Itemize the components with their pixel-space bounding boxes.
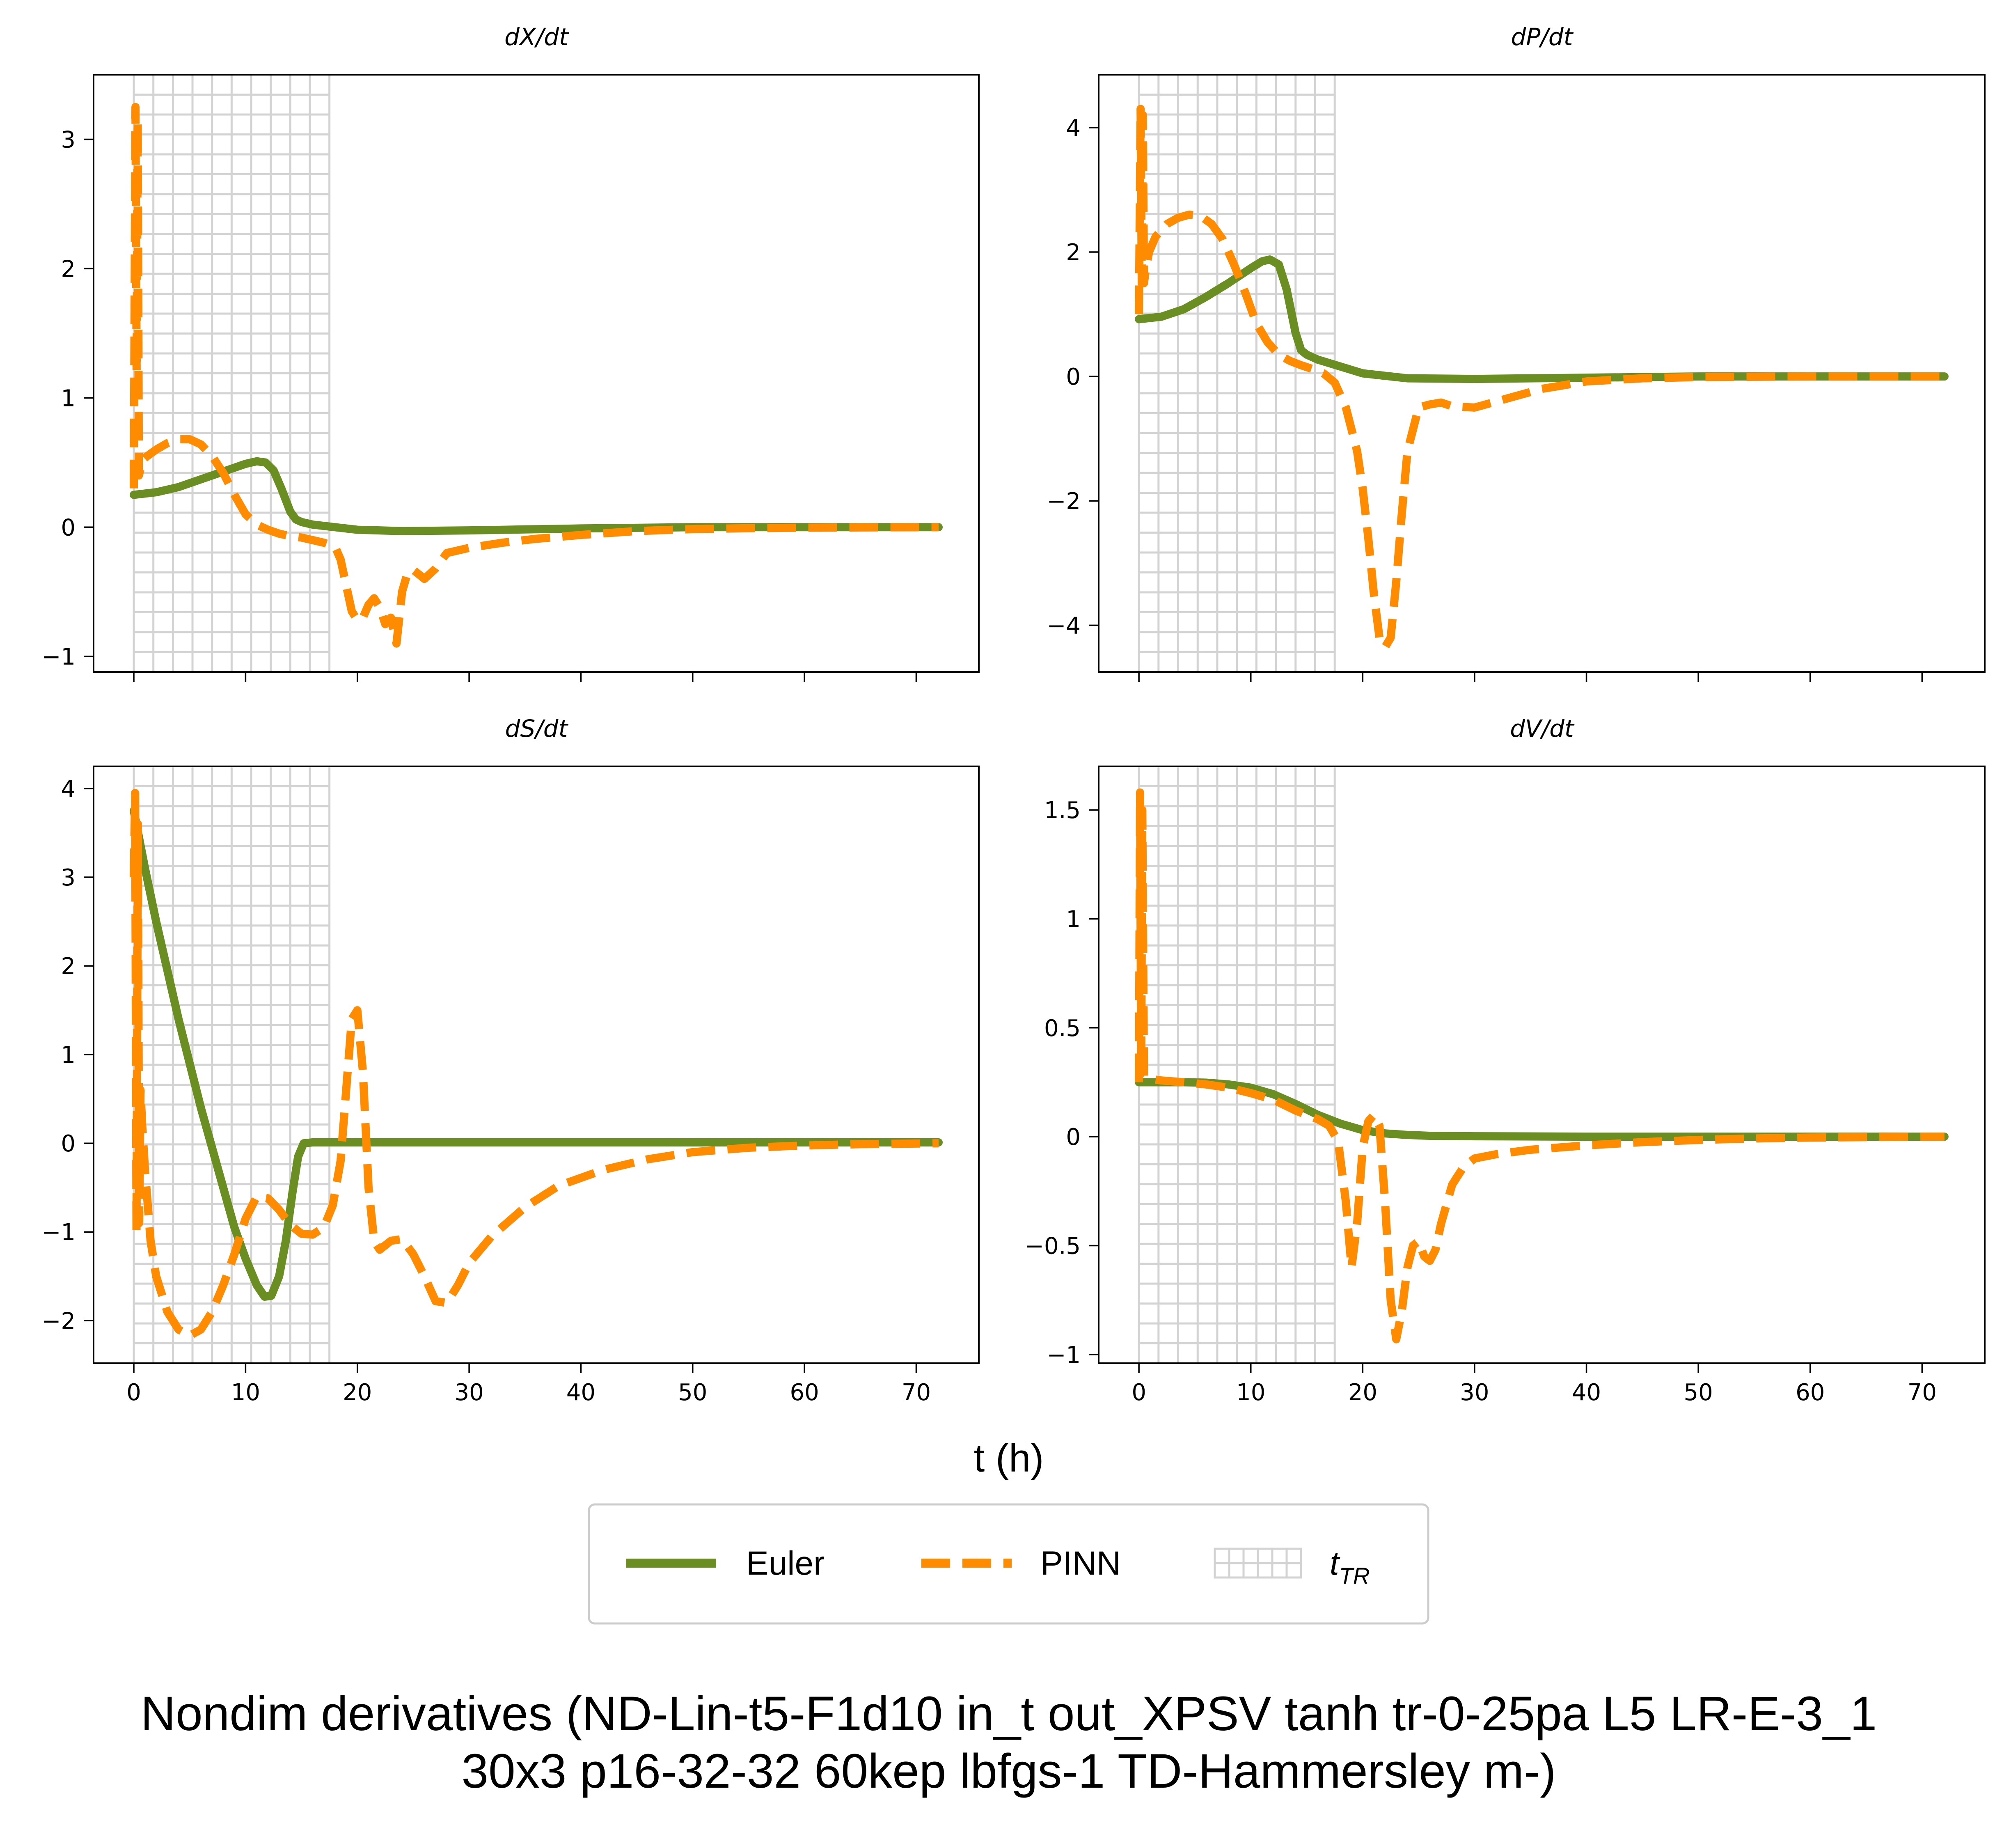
legend-ttr-swatch — [1214, 1548, 1302, 1579]
y-tick-label-dsdt: −2 — [41, 1308, 76, 1334]
panel-dsdt: dS/dt 0 10 20 30 40 50 60 70 −2 −1 0 1 2 3 4 — [41, 715, 980, 1406]
training-region-dsdt — [133, 766, 331, 1363]
training-region-dpdt — [1138, 75, 1336, 672]
x-tick-label-dvdt: 70 — [1908, 1379, 1937, 1406]
x-tick-label-dvdt: 40 — [1572, 1379, 1601, 1406]
euler-series-dpdt — [1135, 255, 1949, 383]
euler-series-dvdt — [1135, 1078, 1949, 1141]
legend-ttr-main: t — [1330, 1545, 1340, 1582]
euler-series-dxdt — [130, 457, 943, 535]
legend: Euler PINN tTR — [588, 1503, 1429, 1625]
training-region-dxdt — [133, 75, 331, 672]
x-tick-label-dsdt: 30 — [454, 1379, 483, 1406]
y-tick-label-dvdt: 1 — [1066, 906, 1081, 933]
x-axis-label: t (h) — [974, 1436, 1044, 1480]
panel-dpdt: dP/dt −4 −2 0 2 4 — [1047, 23, 1986, 682]
x-tick-label-dvdt: 50 — [1684, 1379, 1713, 1406]
panel-title-dsdt: dS/dt — [505, 715, 569, 743]
y-tick-label-dxdt: −1 — [41, 644, 76, 670]
y-tick-label-dpdt: 4 — [1066, 115, 1081, 142]
y-tick-label-dxdt: 2 — [61, 256, 76, 282]
figure-title-line-1: Nondim derivatives (ND-Lin-t5-F1d10 in_t… — [141, 1687, 1877, 1741]
y-tick-label-dsdt: 1 — [61, 1042, 76, 1068]
training-region-dvdt — [1138, 766, 1336, 1363]
pinn-series-dpdt — [1135, 105, 1945, 651]
x-tick-label-dvdt: 10 — [1236, 1379, 1265, 1406]
y-tick-label-dvdt: 0.5 — [1044, 1015, 1081, 1042]
y-tick-label-dvdt: 0 — [1066, 1124, 1081, 1151]
y-tick-label-dvdt: −1 — [1047, 1342, 1081, 1369]
axes-frame-dvdt — [1098, 766, 1986, 1364]
x-tick-label-dsdt: 60 — [790, 1379, 819, 1406]
y-tick-label-dsdt: 0 — [61, 1130, 76, 1157]
y-tick-label-dsdt: 3 — [61, 864, 76, 891]
x-tick-label-dsdt: 70 — [902, 1379, 931, 1406]
y-tick-label-dpdt: 2 — [1066, 239, 1081, 266]
y-tick-label-dvdt: 1.5 — [1044, 797, 1081, 824]
x-tick-label-dsdt: 40 — [566, 1379, 596, 1406]
pinn-series-dsdt — [130, 789, 939, 1340]
y-tick-label-dpdt: 0 — [1066, 364, 1081, 390]
y-tick-label-dxdt: 3 — [61, 126, 76, 153]
y-tick-label-dsdt: −1 — [41, 1219, 76, 1246]
x-tick-label-dsdt: 50 — [678, 1379, 707, 1406]
y-tick-label-dpdt: −2 — [1047, 488, 1081, 515]
legend-ttr-label: tTR — [1330, 1545, 1370, 1589]
pinn-series-dxdt — [130, 103, 939, 648]
panel-dvdt: dV/dt 0 10 20 30 40 50 60 70 −1 −0.5 0 0.5 1 1.5 — [1025, 715, 1986, 1406]
panel-dxdt: dX/dt −1 0 1 2 3 — [41, 23, 980, 682]
panel-title-dvdt: dV/dt — [1510, 715, 1575, 743]
pinn-series-dvdt — [1135, 788, 1945, 1344]
axes-frame-dsdt — [93, 766, 980, 1364]
y-tick-label-dxdt: 1 — [61, 385, 76, 412]
y-tick-label-dsdt: 4 — [61, 776, 76, 802]
axes-frame-dxdt — [93, 74, 980, 673]
y-tick-label-dpdt: −4 — [1047, 612, 1081, 639]
x-tick-label-dsdt: 20 — [343, 1379, 372, 1406]
x-tick-label-dvdt: 60 — [1796, 1379, 1825, 1406]
panel-title-dpdt: dP/dt — [1511, 23, 1574, 51]
legend-pinn-label: PINN — [1040, 1545, 1121, 1582]
x-tick-label-dvdt: 20 — [1348, 1379, 1377, 1406]
x-tick-label-dsdt: 10 — [231, 1379, 260, 1406]
figure-title-line-2: 30x3 p16-32-32 60kep lbfgs-1 TD-Hammersl… — [462, 1744, 1556, 1798]
euler-series-dsdt — [130, 807, 943, 1301]
panel-title-dxdt: dX/dt — [504, 23, 569, 51]
axes-frame-dpdt — [1098, 74, 1986, 673]
y-tick-label-dxdt: 0 — [61, 514, 76, 541]
legend-ttr-sub: TR — [1339, 1563, 1370, 1589]
x-tick-label-dvdt: 30 — [1460, 1379, 1489, 1406]
x-tick-label-dvdt: 0 — [1131, 1379, 1146, 1406]
x-tick-label-dsdt: 0 — [126, 1379, 141, 1406]
legend-euler-label: Euler — [746, 1545, 825, 1582]
y-tick-label-dvdt: −0.5 — [1025, 1233, 1081, 1259]
y-tick-label-dsdt: 2 — [61, 953, 76, 980]
